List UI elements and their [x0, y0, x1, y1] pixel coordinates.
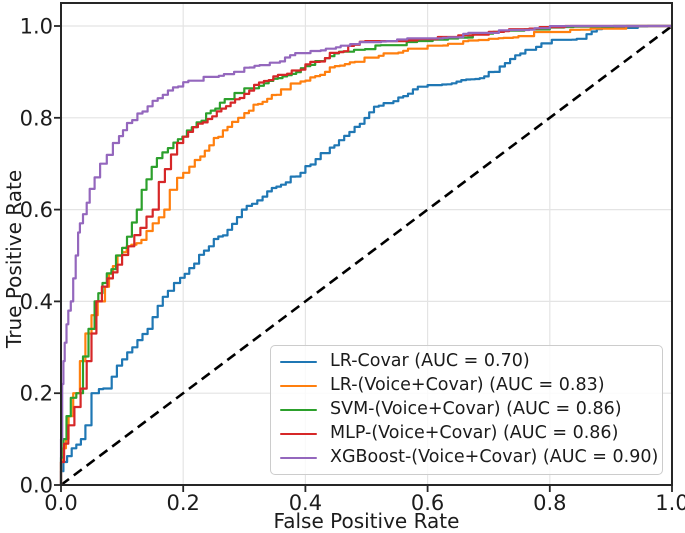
legend-entry-lr-voice-covar: LR-(Voice+Covar) (AUC = 0.83)	[280, 377, 656, 395]
y-tick-label: 0.2	[20, 382, 53, 406]
y-tick-label: 0.6	[20, 198, 53, 222]
legend-label: MLP-(Voice+Covar) (AUC = 0.86)	[330, 423, 619, 444]
legend-label: SVM-(Voice+Covar) (AUC = 0.86)	[330, 399, 622, 420]
x-tick-label: 0.4	[289, 491, 322, 515]
y-tick-label: 1.0	[20, 15, 53, 39]
legend-entry-svm-voice-covar: SVM-(Voice+Covar) (AUC = 0.86)	[280, 401, 656, 419]
x-tick-label: 1.0	[655, 491, 685, 515]
legend-label: LR-Covar (AUC = 0.70)	[330, 351, 530, 372]
legend-entry-xgboost-voice-covar: XGBoost-(Voice+Covar) (AUC = 0.90)	[280, 447, 659, 468]
x-axis-label: False Positive Rate	[273, 509, 460, 533]
legend-line-sample	[280, 408, 317, 412]
legend-entry-mlp-voice-covar: MLP-(Voice+Covar) (AUC = 0.86)	[280, 425, 656, 443]
y-tick-label: 0.4	[20, 290, 53, 314]
x-tick-label: 0.0	[44, 491, 77, 515]
legend-line-sample	[280, 384, 317, 388]
y-axis-label: True Positive Rate	[2, 169, 26, 348]
legend-line-sample	[280, 432, 317, 436]
y-tick-label: 0.8	[20, 106, 53, 130]
roc-curve-xgboost-voice-covar	[59, 24, 672, 485]
roc-curve-lr-voice-covar	[59, 24, 672, 485]
legend: LR-Covar (AUC = 0.70) LR-(Voice+Covar) (A…	[270, 345, 663, 475]
legend-line-sample	[280, 360, 317, 364]
x-tick-label: 0.2	[166, 491, 199, 515]
plot-border	[60, 2, 673, 486]
legend-label: LR-(Voice+Covar) (AUC = 0.83)	[330, 375, 605, 396]
legend-label: XGBoost-(Voice+Covar) (AUC = 0.90)	[330, 447, 659, 468]
x-tick-label: 0.6	[411, 491, 444, 515]
y-tick-label: 0.0	[20, 474, 53, 498]
legend-line-sample	[280, 456, 317, 460]
roc-curve-lr-covar	[59, 24, 672, 485]
x-tick-label: 0.8	[533, 491, 566, 515]
legend-entry-lr-covar: LR-Covar (AUC = 0.70)	[280, 353, 656, 371]
